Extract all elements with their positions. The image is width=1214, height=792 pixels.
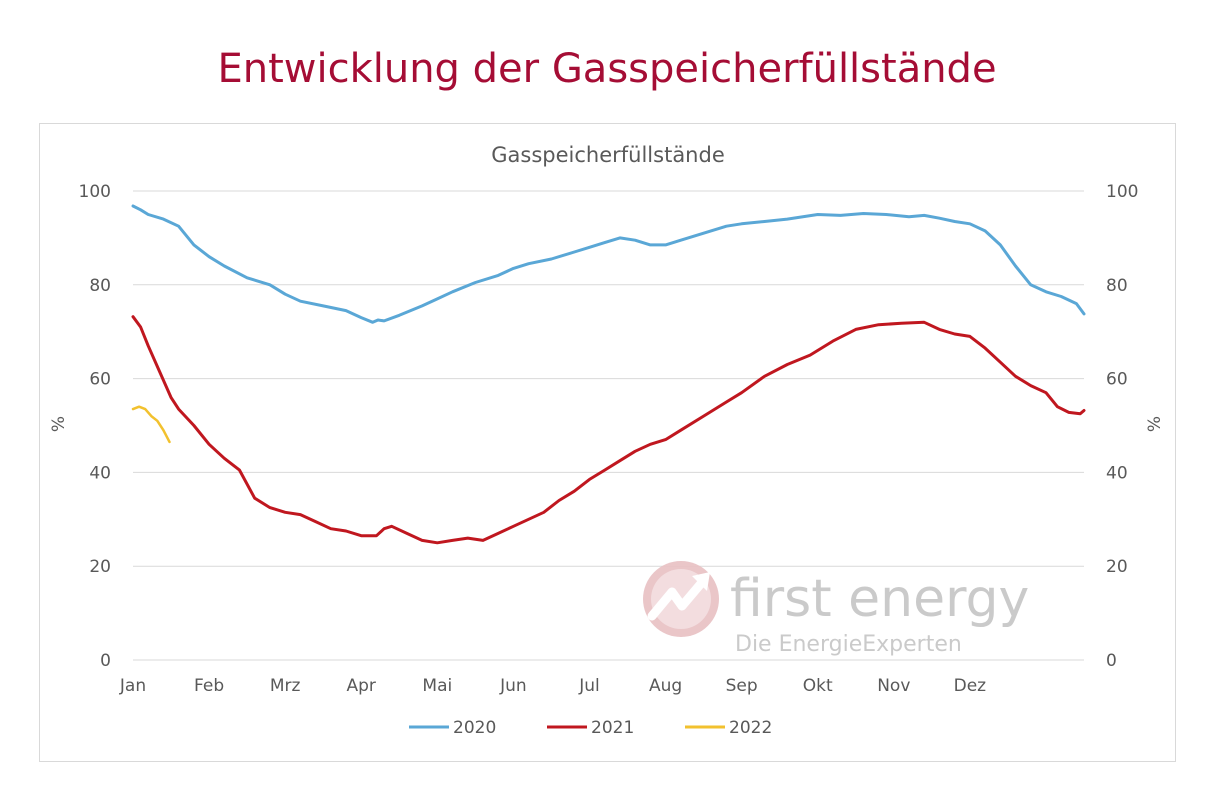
- x-tick-dez: Dez: [954, 676, 987, 696]
- series-line-2020: [131, 204, 1086, 324]
- x-tick-apr: Apr: [347, 676, 376, 696]
- y-tick-left-0: 0: [100, 651, 111, 671]
- y-tick-right-20: 20: [1106, 557, 1128, 577]
- y-tick-left-80: 80: [89, 276, 111, 296]
- x-tick-aug: Aug: [649, 676, 682, 696]
- series-line-2022: [131, 405, 171, 444]
- x-tick-feb: Feb: [194, 676, 224, 696]
- y-axis-label-right: %: [1145, 416, 1165, 432]
- watermark-tagline: Die EnergieExperten: [735, 632, 962, 657]
- x-tick-jan: Jan: [119, 676, 146, 696]
- chart-frame: 0 0 20 20 40 40 60 60 80 80 100 100 Jan Feb Mrz Apr Mai J…: [39, 123, 1176, 762]
- legend-label-2020: 2020: [453, 718, 496, 738]
- x-tick-sep: Sep: [726, 676, 758, 696]
- y-tick-left-100: 100: [79, 182, 111, 202]
- y-tick-right-100: 100: [1106, 182, 1138, 202]
- x-tick-jun: Jun: [499, 676, 527, 696]
- grid-layer: [133, 190, 1084, 661]
- y-tick-right-40: 40: [1106, 463, 1128, 483]
- first-energy-logo-icon: [643, 561, 719, 637]
- y-tick-left-20: 20: [89, 557, 111, 577]
- y-tick-right-60: 60: [1106, 370, 1128, 390]
- series-layer: [131, 204, 1086, 545]
- x-tick-mai: Mai: [422, 676, 452, 696]
- x-tick-jul: Jul: [578, 676, 600, 696]
- chart-title: Gasspeicherfüllstände: [491, 143, 725, 167]
- x-tick-mrz: Mrz: [270, 676, 301, 696]
- series-line-2021: [131, 315, 1086, 545]
- y-tick-right-80: 80: [1106, 276, 1128, 296]
- watermark: first energy Die EnergieExperten: [643, 561, 1029, 657]
- legend-label-2022: 2022: [729, 718, 772, 738]
- x-tick-okt: Okt: [803, 676, 833, 696]
- page-title: Entwicklung der Gasspeicherfüllstände: [217, 46, 997, 92]
- axis-layer: 0 0 20 20 40 40 60 60 80 80 100 100 Jan Feb Mrz Apr Mai J…: [79, 182, 1139, 696]
- legend-label-2021: 2021: [591, 718, 634, 738]
- y-tick-left-40: 40: [89, 463, 111, 483]
- legend: 2020 2021 2022: [409, 718, 772, 738]
- y-tick-right-0: 0: [1106, 651, 1117, 671]
- watermark-brand: first energy: [730, 569, 1029, 629]
- y-tick-left-60: 60: [89, 370, 111, 390]
- x-tick-nov: Nov: [877, 676, 910, 696]
- y-axis-label-left: %: [49, 416, 69, 432]
